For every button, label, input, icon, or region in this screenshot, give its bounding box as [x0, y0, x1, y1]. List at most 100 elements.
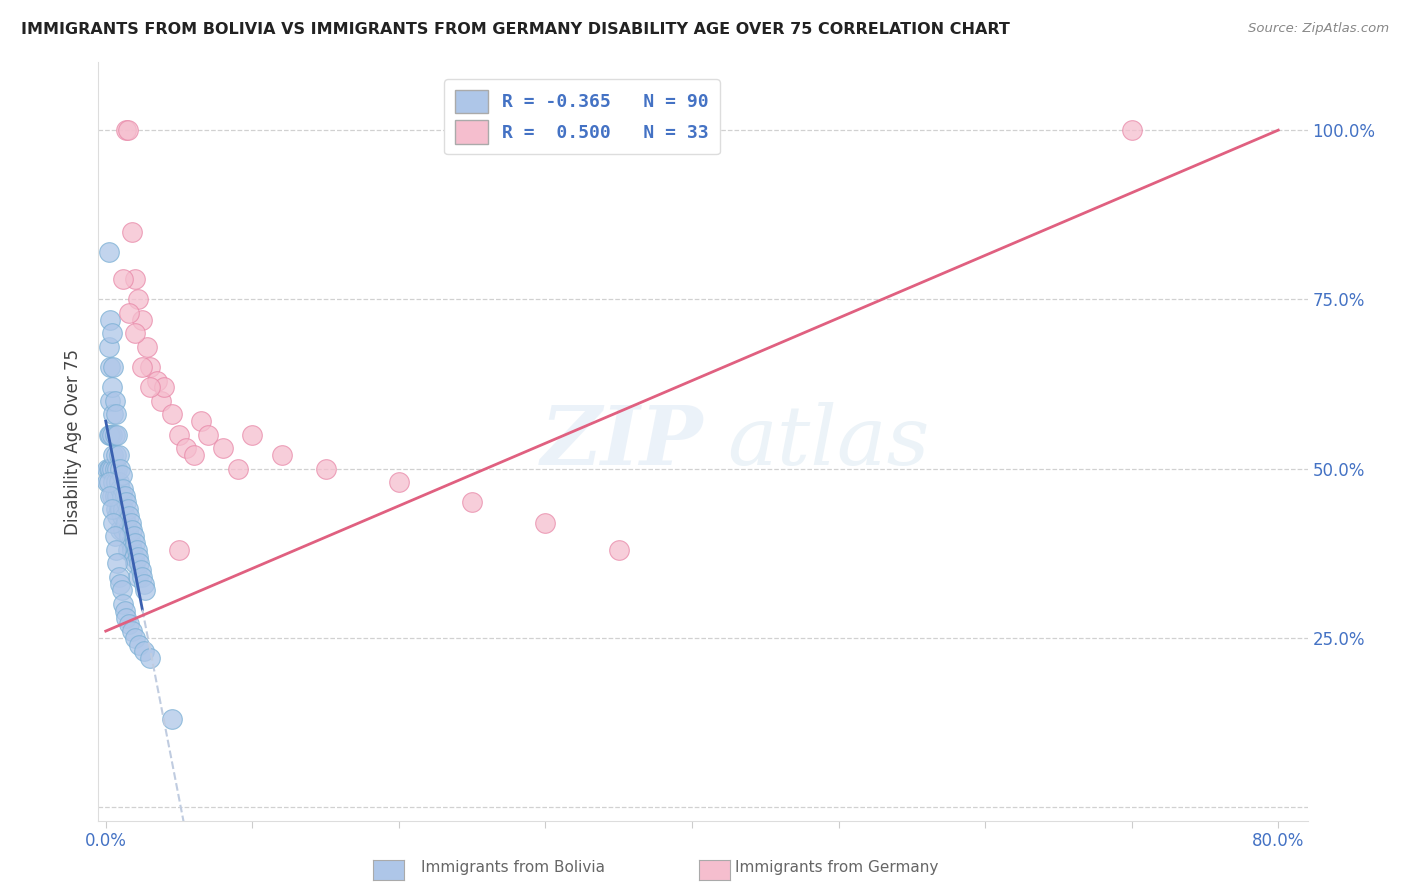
- Point: [96, 461, 118, 475]
- Point: [150, 393, 173, 408]
- Point: [1121, 123, 1143, 137]
- Point: [105, 502, 128, 516]
- Point: [131, 570, 153, 584]
- Point: [105, 408, 128, 422]
- Point: [270, 448, 292, 462]
- Point: [125, 542, 148, 557]
- Point: [121, 225, 143, 239]
- Y-axis label: Disability Age Over 75: Disability Age Over 75: [65, 349, 83, 534]
- Point: [183, 448, 205, 462]
- Point: [115, 123, 138, 137]
- Point: [110, 482, 132, 496]
- Point: [98, 393, 121, 408]
- Point: [197, 427, 219, 442]
- Point: [127, 293, 149, 307]
- Point: [131, 360, 153, 375]
- Point: [240, 427, 263, 442]
- Point: [122, 529, 145, 543]
- Point: [103, 393, 125, 408]
- Point: [118, 306, 141, 320]
- Point: [388, 475, 411, 490]
- Point: [153, 380, 176, 394]
- Point: [134, 583, 156, 598]
- Legend: R = -0.365   N = 90, R =  0.500   N = 33: R = -0.365 N = 90, R = 0.500 N = 33: [444, 79, 720, 154]
- Text: IMMIGRANTS FROM BOLIVIA VS IMMIGRANTS FROM GERMANY DISABILITY AGE OVER 75 CORREL: IMMIGRANTS FROM BOLIVIA VS IMMIGRANTS FR…: [21, 22, 1010, 37]
- Point: [167, 542, 190, 557]
- Point: [100, 380, 122, 394]
- Point: [124, 272, 146, 286]
- Point: [105, 475, 128, 490]
- Point: [110, 523, 132, 537]
- Point: [117, 502, 139, 516]
- Point: [117, 523, 139, 537]
- Point: [160, 408, 183, 422]
- Point: [167, 427, 190, 442]
- Point: [115, 610, 138, 624]
- Point: [112, 272, 135, 286]
- Point: [118, 617, 141, 632]
- Point: [315, 461, 337, 475]
- Point: [107, 427, 129, 442]
- Point: [101, 448, 124, 462]
- Point: [124, 631, 146, 645]
- Point: [138, 360, 160, 375]
- Point: [212, 442, 235, 456]
- Point: [121, 523, 143, 537]
- Point: [98, 312, 121, 326]
- Point: [117, 123, 139, 137]
- Point: [117, 542, 139, 557]
- Point: [127, 570, 149, 584]
- Point: [100, 502, 122, 516]
- Point: [103, 489, 125, 503]
- Point: [128, 557, 150, 571]
- Point: [111, 583, 134, 598]
- Text: atlas: atlas: [727, 401, 929, 482]
- Point: [101, 475, 124, 490]
- Point: [111, 489, 134, 503]
- Point: [97, 244, 120, 259]
- Point: [135, 340, 157, 354]
- Point: [461, 495, 484, 509]
- Point: [107, 489, 129, 503]
- Point: [114, 508, 136, 523]
- Point: [98, 489, 121, 503]
- Point: [101, 516, 124, 530]
- Point: [115, 495, 138, 509]
- Point: [100, 326, 122, 341]
- Point: [105, 448, 128, 462]
- Point: [132, 644, 155, 658]
- Point: [112, 482, 135, 496]
- Point: [120, 516, 142, 530]
- Point: [122, 549, 145, 564]
- Point: [534, 516, 557, 530]
- Text: Immigrants from Germany: Immigrants from Germany: [735, 860, 938, 874]
- Point: [107, 508, 129, 523]
- Point: [98, 461, 121, 475]
- Point: [112, 597, 135, 611]
- Point: [98, 360, 121, 375]
- Point: [160, 712, 183, 726]
- Point: [110, 502, 132, 516]
- Point: [100, 461, 122, 475]
- Point: [190, 414, 212, 428]
- Point: [112, 523, 135, 537]
- Point: [115, 516, 138, 530]
- Point: [97, 475, 120, 490]
- Text: Immigrants from Bolivia: Immigrants from Bolivia: [422, 860, 605, 874]
- Text: ZIP: ZIP: [540, 401, 703, 482]
- Point: [101, 408, 124, 422]
- Point: [607, 542, 630, 557]
- Point: [138, 380, 160, 394]
- Point: [108, 475, 131, 490]
- Point: [108, 448, 131, 462]
- Point: [96, 475, 118, 490]
- Point: [132, 576, 155, 591]
- Point: [127, 549, 149, 564]
- Point: [111, 508, 134, 523]
- Point: [114, 604, 136, 618]
- Point: [131, 312, 153, 326]
- Point: [107, 557, 129, 571]
- Point: [101, 360, 124, 375]
- Point: [98, 427, 121, 442]
- Point: [138, 651, 160, 665]
